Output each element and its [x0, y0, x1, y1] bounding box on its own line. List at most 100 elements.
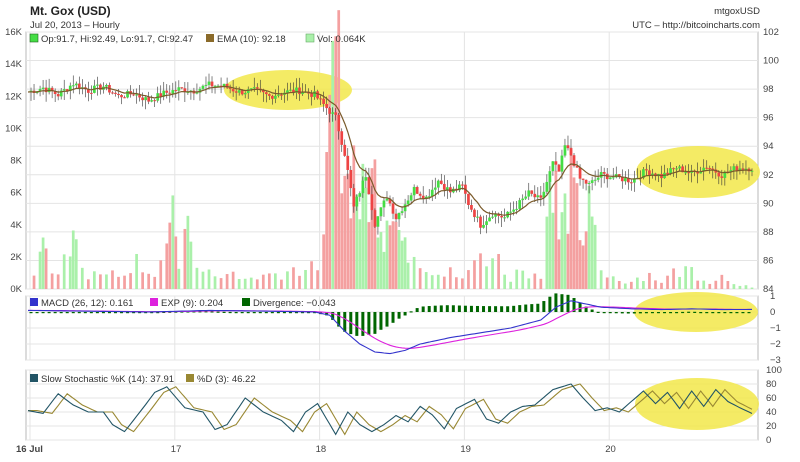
candle-body [442, 183, 446, 190]
vol-legend-swatch [305, 33, 315, 43]
divergence-bar [427, 306, 431, 312]
candle-body [750, 170, 754, 172]
volume-bar [666, 275, 669, 289]
divergence-bar [409, 311, 413, 313]
divergence-bar [192, 311, 196, 313]
volume-bar [370, 168, 374, 289]
candle-body [174, 90, 178, 92]
volume-bar [71, 230, 75, 289]
candle-body [168, 92, 172, 94]
volume-bar [548, 178, 552, 289]
volume-bar [231, 271, 235, 289]
candle-body [255, 87, 259, 89]
divergence-bar [264, 312, 268, 314]
volume-bar [74, 239, 78, 289]
volume-bar [581, 245, 585, 289]
candle-body [270, 95, 274, 99]
candle-body [132, 94, 135, 96]
volume-bar [560, 212, 564, 289]
candle-body [723, 171, 727, 178]
volume-bar [569, 147, 573, 289]
macd-legend: MACD (26, 12): 0.161 [41, 298, 133, 309]
volume-bar [509, 281, 513, 289]
volume-bar [267, 273, 271, 289]
source-symbol: mtgoxUSD [714, 6, 760, 17]
volume-bar [322, 234, 325, 289]
candle-body [240, 90, 244, 95]
candle-body [433, 187, 437, 190]
volume-bar [129, 273, 132, 289]
volume-bar [153, 276, 157, 289]
divergence-bar [53, 312, 57, 314]
divergence-bar [222, 311, 226, 313]
candle-body [485, 221, 488, 225]
candle-body [340, 131, 344, 145]
candle-body [120, 95, 123, 98]
divergence-bar [644, 312, 648, 314]
volume-bar [696, 280, 700, 289]
volume-bar [584, 231, 588, 289]
volume-bar [593, 224, 597, 289]
candle-body [590, 180, 594, 183]
candle-body [379, 207, 383, 217]
macd-line [28, 300, 752, 355]
divergence-bar [343, 312, 347, 332]
candle-body [361, 180, 365, 194]
stochastic-tick-label: 20 [766, 421, 777, 432]
candle-body [530, 190, 534, 194]
candle-body [524, 196, 528, 199]
volume-bar [406, 262, 410, 289]
divergence-bar [331, 312, 335, 320]
candle-body [280, 94, 283, 96]
candle-body [406, 200, 410, 205]
volume-bar [340, 193, 344, 289]
volume-bar [201, 271, 205, 289]
candle-body [687, 172, 691, 174]
candle-body [195, 92, 199, 94]
divergence-bar [602, 312, 606, 314]
volume-bar [274, 273, 277, 289]
candle-body [611, 177, 615, 179]
volume-bar [159, 260, 163, 289]
candle-body [289, 89, 292, 91]
volume-bar [361, 163, 365, 289]
candle-body [231, 88, 235, 92]
price-tick-label: 84 [763, 284, 774, 295]
volume-bars [32, 10, 754, 290]
candle-body [515, 208, 519, 210]
volume-bar [605, 277, 609, 289]
candle-body [391, 203, 395, 214]
candle-body [246, 89, 250, 94]
divergence-bar [240, 312, 244, 314]
candle-body [578, 167, 582, 179]
volume-bar [331, 40, 335, 290]
volume-bar [99, 274, 102, 289]
volume-bar [714, 280, 718, 289]
volume-bar [261, 274, 265, 289]
volume-bar [394, 221, 398, 289]
candle-body [135, 94, 138, 96]
vol-legend: Vol: 0.064K [317, 34, 366, 45]
divergence-bar [95, 312, 99, 314]
volume-bar [316, 270, 319, 289]
divergence-bar [246, 312, 250, 314]
volume-bar [617, 280, 621, 289]
divergence-bar [638, 312, 642, 314]
divergence-bar [47, 312, 51, 314]
candle-body [150, 100, 154, 102]
divergence-bar [494, 306, 498, 312]
volume-bar [93, 271, 96, 289]
divergence-bar [373, 312, 377, 334]
volume-bar [328, 94, 332, 289]
volume-bar [473, 260, 476, 289]
divergence-bar [41, 312, 45, 314]
volume-bar [165, 243, 169, 289]
volume-bar [346, 173, 350, 289]
divergence-bar [626, 312, 630, 314]
candle-body [337, 114, 341, 132]
volume-bar [304, 269, 307, 289]
candle-body [467, 193, 470, 205]
volume-bar [117, 276, 120, 289]
volume-bar [636, 277, 639, 289]
exp-legend: EXP (9): 0.204 [161, 298, 223, 309]
